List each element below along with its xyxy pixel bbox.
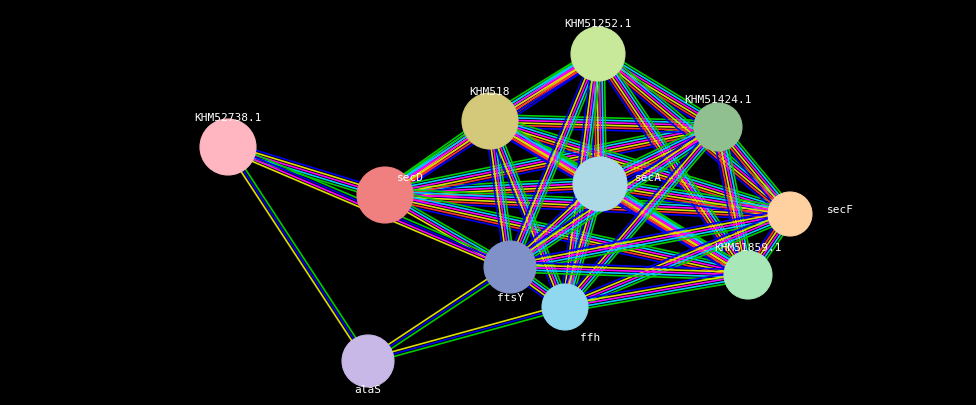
Circle shape: [542, 284, 588, 330]
Text: KHM51252.1: KHM51252.1: [564, 19, 631, 29]
Circle shape: [462, 94, 518, 149]
Text: secF: secF: [827, 205, 853, 215]
Text: KHM518: KHM518: [469, 87, 510, 97]
Circle shape: [724, 252, 772, 299]
Circle shape: [342, 335, 394, 387]
Circle shape: [357, 168, 413, 224]
Circle shape: [573, 158, 627, 211]
Circle shape: [571, 28, 625, 82]
Text: ffh: ffh: [580, 332, 600, 342]
Circle shape: [200, 120, 256, 175]
Circle shape: [484, 241, 536, 293]
Circle shape: [768, 192, 812, 237]
Text: KHM52738.1: KHM52738.1: [194, 113, 262, 123]
Circle shape: [694, 104, 742, 151]
Text: KHM51859.1: KHM51859.1: [714, 243, 782, 252]
Text: ftsY: ftsY: [497, 292, 523, 302]
Text: alaS: alaS: [354, 384, 382, 394]
Text: secD: secD: [396, 173, 424, 183]
Text: secA: secA: [634, 173, 662, 183]
Text: KHM51424.1: KHM51424.1: [684, 95, 752, 105]
